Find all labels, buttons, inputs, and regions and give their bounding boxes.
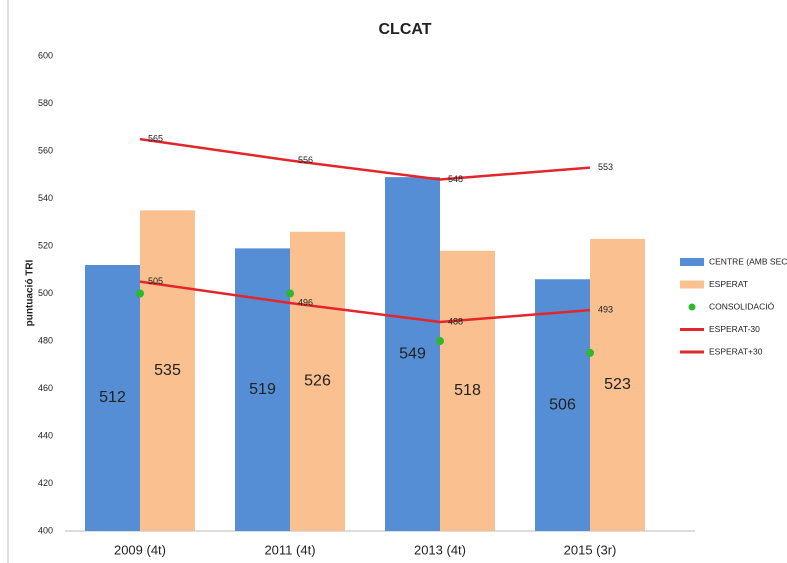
- bar-label: 549: [399, 345, 426, 362]
- legend-label: CONSOLIDACIÓ: [709, 301, 775, 311]
- bar-label: 518: [454, 382, 481, 399]
- bar-label: 535: [154, 362, 181, 379]
- bar-label: 506: [549, 396, 576, 413]
- x-tick-label: 2009 (4t): [114, 542, 166, 557]
- legend-swatch: [688, 303, 696, 311]
- y-tick-label: 500: [38, 288, 53, 298]
- line-label: 493: [598, 305, 613, 315]
- legend-swatch: [680, 258, 704, 266]
- line-label: 505: [148, 276, 163, 286]
- y-tick-label: 460: [38, 383, 53, 393]
- chart-title: CLCAT: [378, 21, 431, 38]
- y-axis-label: puntuació TRI: [25, 259, 36, 326]
- bar: [535, 279, 590, 531]
- point: [136, 289, 144, 298]
- line-label: 565: [148, 134, 163, 144]
- bar: [85, 265, 140, 531]
- point: [286, 289, 294, 298]
- x-tick-label: 2011 (4t): [264, 542, 315, 557]
- y-tick-label: 420: [38, 478, 53, 488]
- y-tick-label: 580: [38, 98, 53, 108]
- line-label: 496: [298, 297, 313, 307]
- y-tick-label: 520: [38, 240, 53, 250]
- y-tick-label: 540: [38, 193, 53, 203]
- bar-label: 526: [304, 373, 331, 390]
- y-tick-label: 480: [38, 335, 53, 345]
- bar-label: 519: [249, 381, 276, 398]
- line-label: 548: [448, 174, 463, 184]
- line: [139, 280, 591, 324]
- bar: [140, 210, 195, 531]
- point: [586, 348, 594, 357]
- line-label: 488: [448, 316, 463, 326]
- y-tick-label: 440: [38, 430, 53, 440]
- bar: [590, 238, 645, 531]
- bar: [290, 231, 345, 531]
- y-tick-label: 400: [38, 525, 53, 535]
- line-label: 553: [598, 162, 613, 172]
- legend-label: ESPERAT+30: [709, 346, 763, 356]
- legend-swatch: [680, 280, 704, 289]
- x-tick-label: 2015 (3r): [564, 542, 617, 557]
- bar-label: 512: [99, 389, 126, 406]
- legend-label: CENTRE (AMB SEC): [709, 256, 787, 266]
- point: [436, 337, 444, 345]
- line: [139, 137, 591, 181]
- x-tick-label: 2013 (4t): [414, 542, 466, 557]
- bar: [440, 250, 495, 531]
- legend-label: ESPERAT-30: [709, 324, 760, 334]
- y-tick-label: 600: [38, 50, 53, 60]
- bar-label: 523: [604, 376, 631, 393]
- bar: [385, 177, 440, 531]
- y-tick-label: 560: [38, 145, 53, 155]
- line-label: 556: [298, 155, 313, 165]
- legend-label: ESPERAT: [709, 279, 748, 289]
